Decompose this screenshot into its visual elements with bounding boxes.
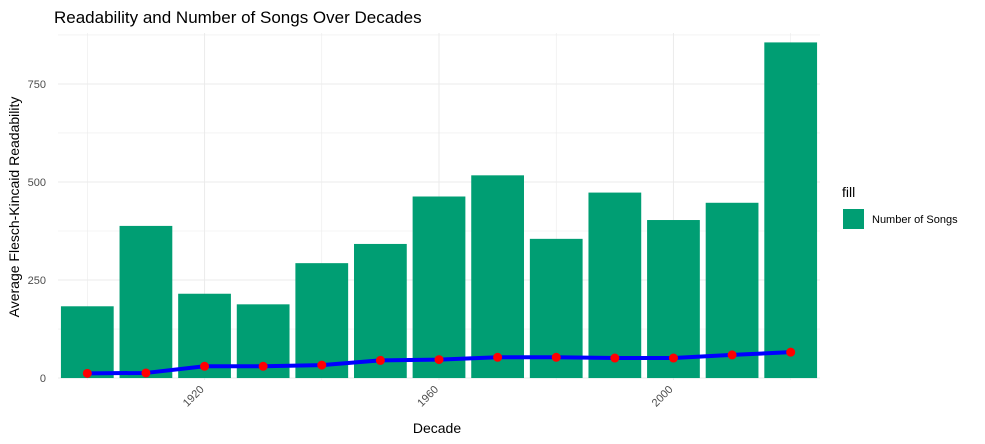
- legend-key-number-of-songs: [843, 209, 864, 229]
- legend-label-number-of-songs: Number of Songs: [872, 214, 958, 226]
- readability-point-1940: [317, 360, 327, 370]
- y-tick-label: 500: [28, 177, 46, 189]
- readability-point-1910: [141, 368, 151, 378]
- y-tick-label: 750: [28, 79, 46, 91]
- readability-point-1980: [551, 352, 561, 362]
- readability-point-1950: [375, 355, 385, 365]
- y-axis-ticks: 0 250 500 750: [28, 79, 46, 385]
- legend: fill Number of Songs: [842, 184, 958, 229]
- bar-1940: [295, 263, 349, 379]
- readability-point-1930: [258, 361, 268, 371]
- x-tick-label: 2000: [650, 384, 676, 410]
- readability-point-1900: [82, 368, 92, 378]
- bar-1910: [119, 225, 173, 379]
- chart-title: Readability and Number of Songs Over Dec…: [54, 8, 422, 27]
- bar-1970: [471, 175, 524, 379]
- bar-2020: [764, 42, 818, 379]
- legend-title: fill: [842, 184, 855, 200]
- y-tick-label: 0: [40, 373, 46, 385]
- bar-1960: [412, 196, 466, 379]
- readability-point-1990: [610, 353, 620, 363]
- readability-points: [82, 347, 796, 378]
- readability-point-2020: [786, 347, 796, 357]
- x-axis-title: Decade: [413, 420, 461, 436]
- x-axis-ticks: 1920 1960 2000: [181, 384, 676, 410]
- y-axis-title: Average Flesch-Kincaid Readability: [6, 97, 22, 318]
- readability-point-1920: [200, 361, 210, 371]
- bar-2000: [647, 220, 700, 379]
- bar-1900: [60, 306, 114, 379]
- readability-point-1970: [493, 352, 503, 362]
- readability-point-2000: [668, 353, 678, 363]
- bar-1950: [354, 243, 407, 379]
- x-tick-label: 1920: [181, 384, 207, 410]
- bar-2010: [705, 202, 759, 379]
- x-tick-label: 1960: [415, 384, 441, 410]
- bar-1990: [588, 192, 642, 379]
- readability-point-1960: [434, 355, 444, 365]
- y-tick-label: 250: [28, 275, 46, 287]
- readability-point-2010: [727, 350, 737, 360]
